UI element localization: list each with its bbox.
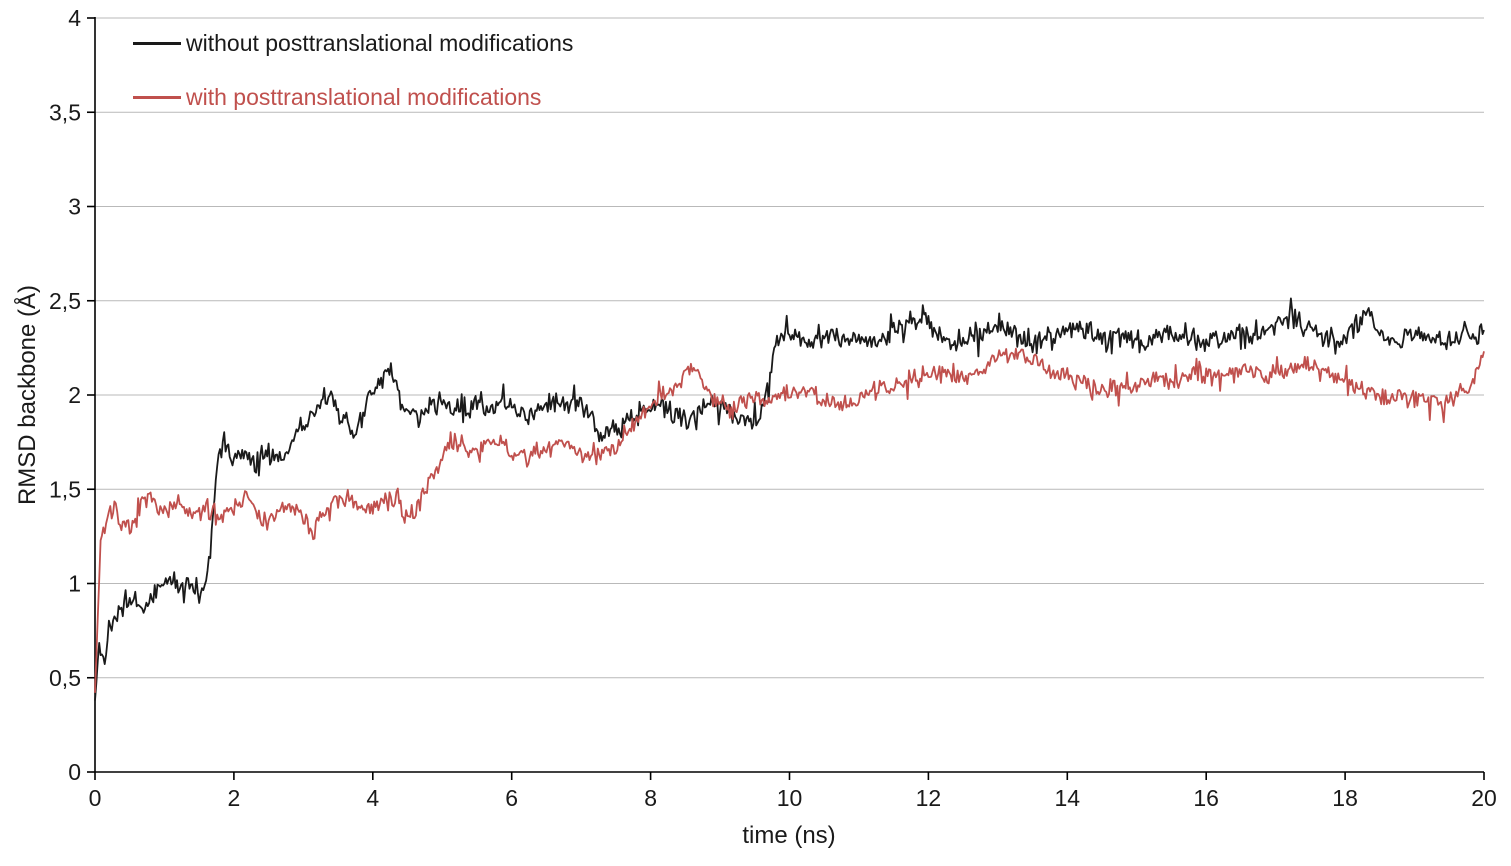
y-axis-title: RMSD backbone (Å)	[14, 284, 41, 506]
legend-label: with posttranslational modifications	[186, 83, 542, 110]
x-tick-label: 4	[366, 785, 379, 811]
x-tick-label: 14	[1055, 785, 1081, 811]
x-axis-title: time (ns)	[742, 822, 836, 849]
series-line	[94, 297, 1485, 701]
x-tick-label: 10	[777, 785, 803, 811]
y-tick-label: 3,5	[49, 99, 81, 125]
x-tick-label: 20	[1471, 785, 1497, 811]
legend-label: without posttranslational modifications	[186, 30, 574, 56]
y-tick-label: 4	[68, 5, 81, 31]
legend-line-swatch	[133, 95, 181, 99]
y-tick-label: 2,5	[49, 288, 81, 314]
x-tick-label: 12	[916, 785, 942, 811]
x-tick-label: 2	[228, 785, 241, 811]
x-tick-label: 16	[1193, 785, 1219, 811]
y-tick-label: 0,5	[49, 665, 81, 691]
legend-item-without-ptm: without posttranslational modifications	[133, 30, 573, 58]
legend: without posttranslational modifications …	[133, 30, 573, 111]
x-tick-label: 6	[505, 785, 518, 811]
y-tick-label: 3	[68, 194, 81, 220]
x-tick-label: 8	[644, 785, 657, 811]
y-tick-label: 1	[68, 571, 81, 597]
x-tick-label: 0	[89, 785, 102, 811]
y-tick-label: 0	[68, 759, 81, 785]
legend-line-swatch	[133, 42, 181, 46]
series-line	[94, 347, 1485, 693]
legend-item-with-ptm: with posttranslational modifications	[133, 84, 573, 112]
y-tick-label: 1,5	[49, 476, 81, 502]
x-tick-label: 18	[1332, 785, 1358, 811]
y-tick-label: 2	[68, 382, 81, 408]
